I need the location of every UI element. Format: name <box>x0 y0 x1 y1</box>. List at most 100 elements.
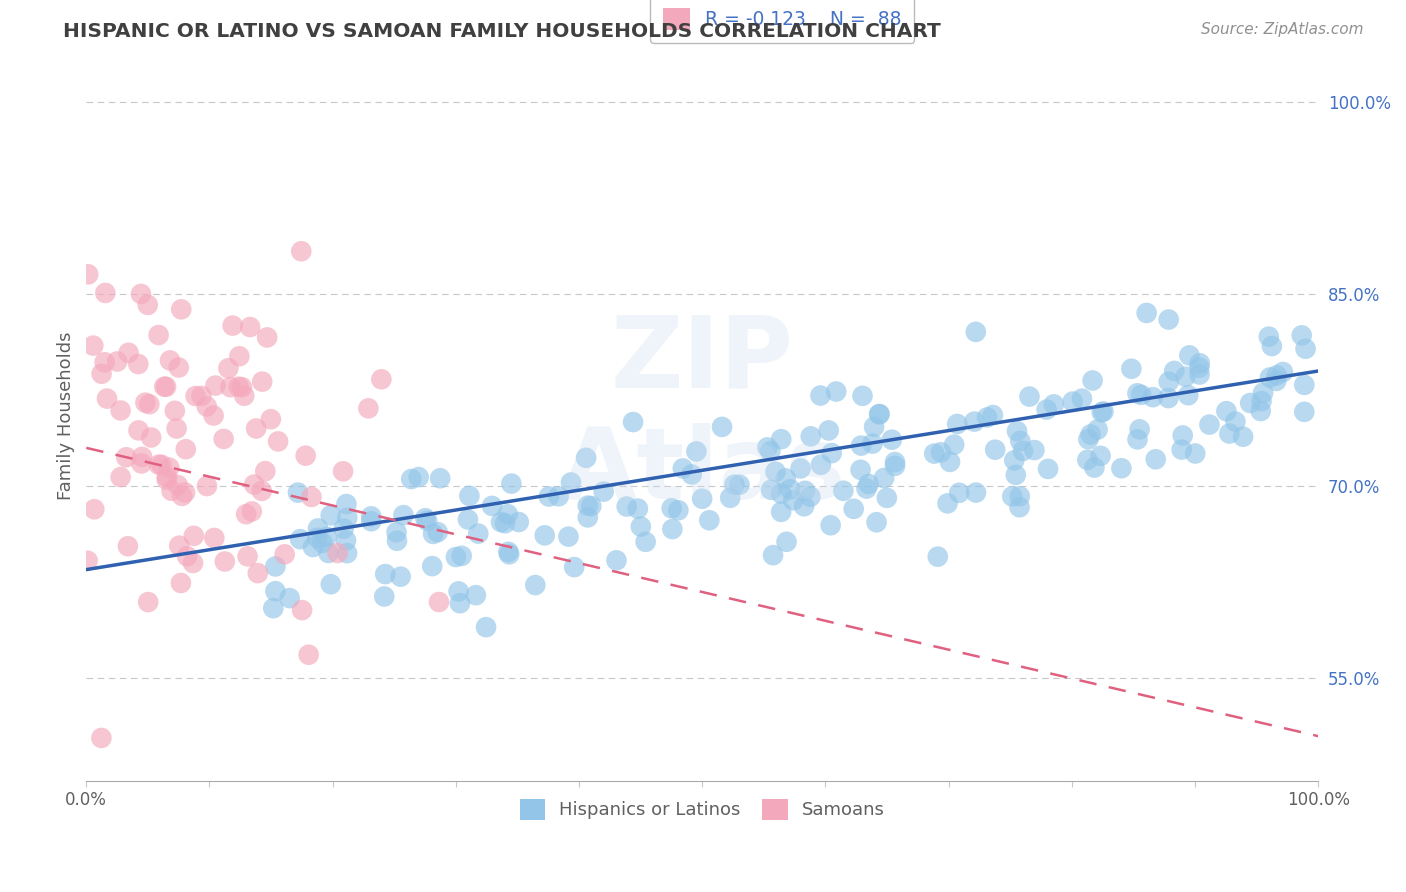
Point <box>131 457 153 471</box>
Point <box>1008 500 1031 515</box>
Point <box>697 513 720 527</box>
Point <box>117 539 139 553</box>
Point <box>1215 404 1237 418</box>
Point <box>420 559 443 574</box>
Point <box>170 576 193 591</box>
Point <box>794 483 817 498</box>
Point <box>820 518 842 533</box>
Point <box>1002 453 1025 467</box>
Point <box>1177 388 1199 402</box>
Point <box>1157 391 1180 405</box>
Point <box>672 461 695 475</box>
Point <box>1077 432 1099 446</box>
Point <box>1239 396 1261 410</box>
Point <box>496 507 519 521</box>
Point <box>855 482 877 496</box>
Point <box>1163 364 1185 378</box>
Point <box>212 432 235 446</box>
Point <box>984 442 1007 457</box>
Point <box>851 389 873 403</box>
Point <box>195 400 218 414</box>
Point <box>76 554 98 568</box>
Point <box>869 407 891 421</box>
Point <box>884 455 907 469</box>
Point <box>415 511 437 525</box>
Point <box>616 500 638 514</box>
Point <box>800 429 823 443</box>
Point <box>335 533 357 548</box>
Point <box>1188 360 1211 375</box>
Legend: Hispanics or Latinos, Samoans: Hispanics or Latinos, Samoans <box>512 791 893 827</box>
Point <box>1188 368 1211 382</box>
Point <box>444 549 467 564</box>
Point <box>810 388 832 402</box>
Point <box>1250 394 1272 409</box>
Point <box>236 549 259 564</box>
Point <box>634 534 657 549</box>
Point <box>981 408 1004 422</box>
Point <box>427 595 450 609</box>
Point <box>868 407 890 421</box>
Point <box>1232 430 1254 444</box>
Point <box>110 403 132 417</box>
Point <box>1024 443 1046 458</box>
Point <box>1005 424 1028 438</box>
Point <box>159 353 181 368</box>
Point <box>148 458 170 472</box>
Point <box>922 447 945 461</box>
Point <box>605 553 627 567</box>
Point <box>863 420 886 434</box>
Point <box>1218 426 1240 441</box>
Point <box>464 588 486 602</box>
Point <box>166 478 188 492</box>
Point <box>294 449 316 463</box>
Point <box>408 470 430 484</box>
Point <box>489 515 512 529</box>
Point <box>1090 449 1112 463</box>
Point <box>1092 404 1115 418</box>
Point <box>1142 390 1164 404</box>
Point <box>1121 361 1143 376</box>
Point <box>963 415 986 429</box>
Point <box>1083 460 1105 475</box>
Point <box>533 528 555 542</box>
Point <box>336 546 359 560</box>
Point <box>524 578 547 592</box>
Point <box>373 590 395 604</box>
Point <box>759 483 782 497</box>
Point <box>129 287 152 301</box>
Point <box>723 477 745 491</box>
Point <box>326 546 349 560</box>
Point <box>138 397 160 411</box>
Point <box>501 476 523 491</box>
Point <box>254 464 277 478</box>
Point <box>825 384 848 399</box>
Point <box>1261 339 1284 353</box>
Point <box>1130 388 1153 402</box>
Point <box>243 477 266 491</box>
Point <box>307 521 329 535</box>
Point <box>849 439 872 453</box>
Point <box>789 461 811 475</box>
Point <box>235 507 257 521</box>
Point <box>537 490 560 504</box>
Point <box>621 415 644 429</box>
Point <box>290 244 312 259</box>
Point <box>298 648 321 662</box>
Point <box>770 505 793 519</box>
Point <box>711 420 734 434</box>
Point <box>759 444 782 458</box>
Point <box>136 595 159 609</box>
Point <box>1251 385 1274 400</box>
Point <box>90 731 112 745</box>
Point <box>1250 404 1272 418</box>
Point <box>779 482 801 496</box>
Point <box>150 458 173 472</box>
Point <box>221 318 243 333</box>
Point <box>557 530 579 544</box>
Point <box>174 442 197 457</box>
Point <box>1126 386 1149 401</box>
Point <box>385 525 408 540</box>
Point <box>374 567 396 582</box>
Text: ZIP
Atlas: ZIP Atlas <box>560 311 845 520</box>
